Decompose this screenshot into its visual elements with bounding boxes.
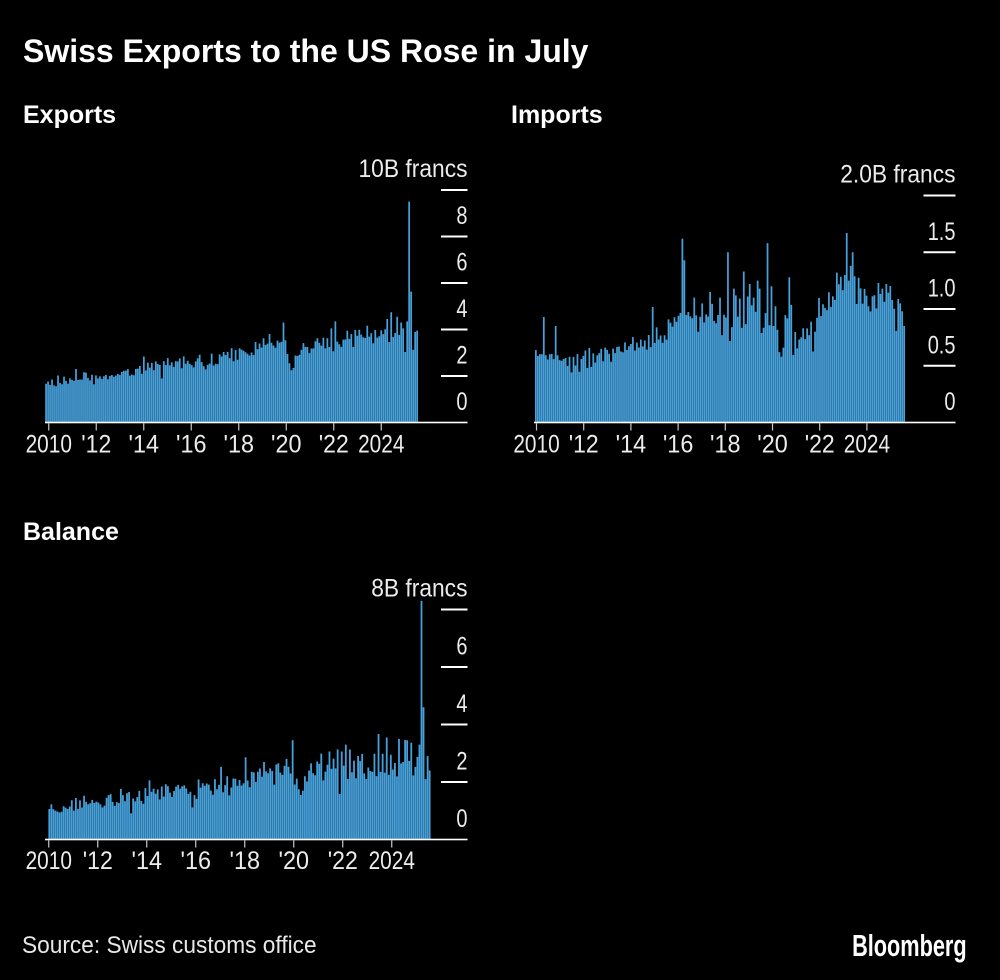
svg-text:'12: '12 bbox=[83, 847, 113, 875]
svg-text:2010: 2010 bbox=[513, 430, 559, 458]
svg-text:'18: '18 bbox=[710, 430, 741, 458]
svg-text:1.0: 1.0 bbox=[928, 275, 956, 303]
svg-text:'18: '18 bbox=[230, 847, 261, 875]
svg-text:'18: '18 bbox=[224, 430, 255, 458]
svg-text:'22: '22 bbox=[319, 430, 349, 458]
svg-text:4: 4 bbox=[456, 295, 467, 323]
svg-text:10B francs: 10B francs bbox=[359, 155, 468, 183]
svg-text:'22: '22 bbox=[328, 847, 358, 875]
svg-text:6: 6 bbox=[456, 249, 467, 277]
svg-text:1.5: 1.5 bbox=[928, 218, 956, 246]
svg-text:2010: 2010 bbox=[26, 847, 72, 875]
svg-text:'14: '14 bbox=[129, 430, 160, 458]
svg-text:0: 0 bbox=[456, 388, 467, 416]
svg-text:'14: '14 bbox=[132, 847, 163, 875]
svg-text:4: 4 bbox=[456, 690, 467, 718]
svg-text:'12: '12 bbox=[569, 430, 599, 458]
svg-text:8B francs: 8B francs bbox=[371, 575, 467, 603]
svg-text:'14: '14 bbox=[616, 430, 647, 458]
svg-text:6: 6 bbox=[456, 633, 467, 661]
svg-text:8: 8 bbox=[456, 202, 467, 230]
svg-text:'20: '20 bbox=[271, 430, 302, 458]
svg-text:2024: 2024 bbox=[844, 430, 890, 458]
svg-text:2010: 2010 bbox=[26, 430, 72, 458]
svg-text:0.5: 0.5 bbox=[928, 331, 956, 359]
svg-text:'22: '22 bbox=[805, 430, 835, 458]
svg-text:'16: '16 bbox=[176, 430, 207, 458]
svg-text:0: 0 bbox=[456, 805, 467, 833]
svg-text:0: 0 bbox=[944, 388, 955, 416]
svg-text:2.0B francs: 2.0B francs bbox=[840, 161, 955, 189]
svg-text:'20: '20 bbox=[757, 430, 788, 458]
svg-text:'12: '12 bbox=[81, 430, 111, 458]
svg-text:2024: 2024 bbox=[369, 847, 415, 875]
svg-text:2: 2 bbox=[456, 748, 467, 776]
svg-text:'16: '16 bbox=[181, 847, 212, 875]
svg-text:2: 2 bbox=[456, 342, 467, 370]
svg-text:'20: '20 bbox=[279, 847, 310, 875]
svg-text:'16: '16 bbox=[663, 430, 694, 458]
svg-text:2024: 2024 bbox=[358, 430, 404, 458]
